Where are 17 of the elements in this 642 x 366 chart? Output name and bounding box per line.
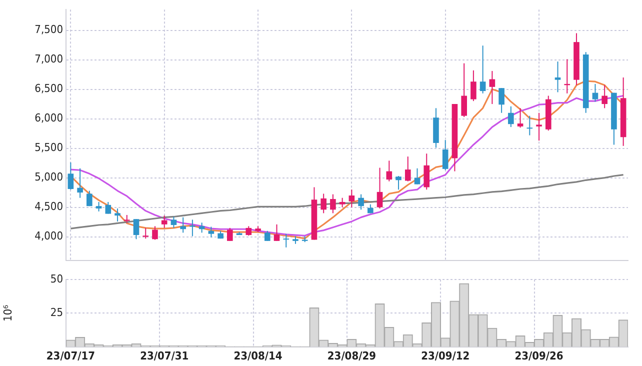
y-tick-label: 50 — [50, 272, 63, 286]
y-tick-label: 4,000 — [34, 230, 63, 243]
y-tick-label: 4,500 — [34, 200, 63, 214]
y-tick-label: 25 — [50, 306, 63, 320]
y-axis-title: 10⁶ — [1, 304, 14, 322]
y-tick-label: 7,500 — [34, 23, 63, 36]
y-tick-label: 5,000 — [34, 170, 63, 184]
x-tick-label: 23/09/12 — [421, 349, 470, 362]
x-tick-label: 23/08/14 — [234, 349, 282, 362]
y-tick-label: 6,500 — [34, 82, 63, 96]
y-tick-label: 5,500 — [34, 141, 63, 154]
x-tick-label: 23/07/17 — [46, 349, 96, 362]
y-tick-label: 7,000 — [34, 52, 63, 66]
x-tick-label: 23/08/29 — [327, 349, 376, 362]
y-tick-label: 6,000 — [34, 112, 63, 125]
x-tick-label: 23/09/26 — [514, 349, 564, 362]
x-tick-label: 23/07/31 — [140, 349, 189, 362]
